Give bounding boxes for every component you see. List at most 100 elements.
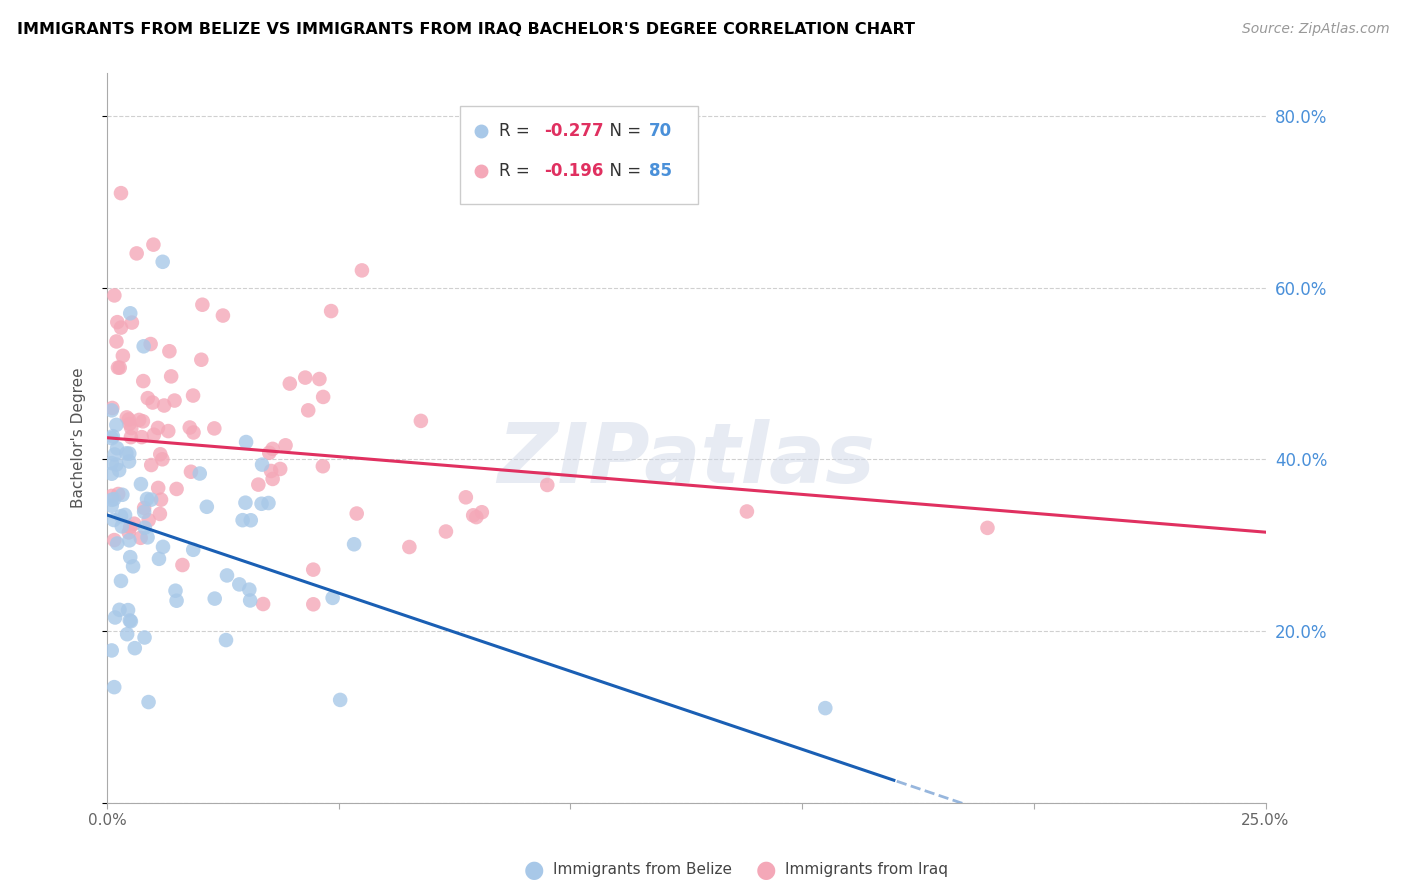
Point	[142, 237, 165, 252]
Point	[122, 516, 145, 531]
Point	[262, 472, 284, 486]
Text: R =: R =	[499, 162, 534, 180]
Point	[302, 597, 325, 611]
Point	[105, 442, 128, 456]
Point	[191, 298, 214, 312]
Text: -0.196: -0.196	[544, 162, 603, 180]
Point	[152, 540, 174, 554]
Point	[125, 246, 148, 260]
Text: Immigrants from Belize: Immigrants from Belize	[553, 863, 731, 877]
Point	[471, 505, 494, 519]
Point	[118, 412, 141, 426]
Point	[247, 477, 270, 491]
Point	[110, 320, 132, 334]
Point	[148, 481, 170, 495]
Point	[409, 414, 432, 428]
Point	[350, 263, 373, 277]
Point	[128, 413, 150, 427]
Point	[103, 513, 125, 527]
Text: ●: ●	[524, 858, 544, 881]
FancyBboxPatch shape	[460, 106, 697, 204]
Point	[735, 504, 758, 518]
Point	[228, 577, 250, 591]
Point	[120, 421, 142, 435]
Point	[134, 631, 156, 645]
Point	[115, 446, 138, 460]
Point	[157, 424, 180, 438]
Point	[308, 372, 330, 386]
Point	[274, 438, 297, 452]
Point	[100, 467, 122, 481]
Point	[183, 425, 205, 440]
Point	[465, 510, 488, 524]
Point	[105, 315, 128, 329]
Point	[100, 403, 122, 417]
Point	[149, 507, 172, 521]
Point	[252, 597, 274, 611]
Text: ZIPatlas: ZIPatlas	[498, 419, 875, 500]
Point	[103, 288, 125, 302]
Point	[152, 255, 174, 269]
Point	[160, 369, 183, 384]
Point	[322, 591, 344, 605]
Point	[536, 478, 558, 492]
Point	[124, 641, 146, 656]
Point	[129, 477, 152, 491]
Point	[120, 614, 142, 628]
Text: Immigrants from Iraq: Immigrants from Iraq	[785, 863, 948, 877]
Text: R =: R =	[499, 122, 534, 140]
Point	[138, 695, 160, 709]
Point	[434, 524, 457, 539]
Point	[115, 627, 138, 641]
Point	[157, 344, 180, 359]
Point	[103, 492, 125, 507]
Point	[163, 393, 186, 408]
Point	[118, 614, 141, 628]
Point	[190, 352, 212, 367]
Point	[235, 496, 257, 510]
Point	[110, 574, 132, 588]
Point	[463, 508, 485, 523]
Point	[148, 551, 170, 566]
Text: -0.277: -0.277	[544, 122, 603, 140]
Point	[329, 693, 352, 707]
Point	[104, 610, 127, 624]
Point	[111, 519, 134, 533]
Point	[103, 680, 125, 694]
Point	[134, 521, 156, 535]
Text: 85: 85	[650, 162, 672, 180]
Point	[202, 421, 225, 435]
Point	[166, 593, 188, 607]
Point	[204, 591, 226, 606]
Point	[269, 462, 291, 476]
Point	[101, 401, 124, 415]
Point	[118, 417, 141, 431]
Point	[239, 593, 262, 607]
Point	[100, 456, 122, 470]
Point	[215, 633, 238, 648]
Point	[101, 429, 124, 443]
Text: ●: ●	[756, 858, 776, 881]
Point	[131, 430, 153, 444]
Text: Source: ZipAtlas.com: Source: ZipAtlas.com	[1241, 22, 1389, 37]
Point	[132, 339, 155, 353]
Point	[118, 446, 141, 460]
Point	[120, 550, 142, 565]
Point	[141, 458, 163, 472]
Point	[212, 309, 235, 323]
Point	[129, 531, 152, 545]
Point	[235, 435, 257, 450]
Point	[139, 337, 162, 351]
Point	[179, 420, 201, 434]
Point	[302, 563, 325, 577]
Point	[312, 459, 335, 474]
Point	[111, 349, 134, 363]
Point	[312, 390, 335, 404]
Point	[188, 467, 211, 481]
Point	[814, 701, 837, 715]
Point	[120, 430, 142, 444]
Point	[107, 487, 129, 501]
Point	[262, 442, 284, 456]
Point	[142, 395, 165, 409]
Point	[115, 410, 138, 425]
